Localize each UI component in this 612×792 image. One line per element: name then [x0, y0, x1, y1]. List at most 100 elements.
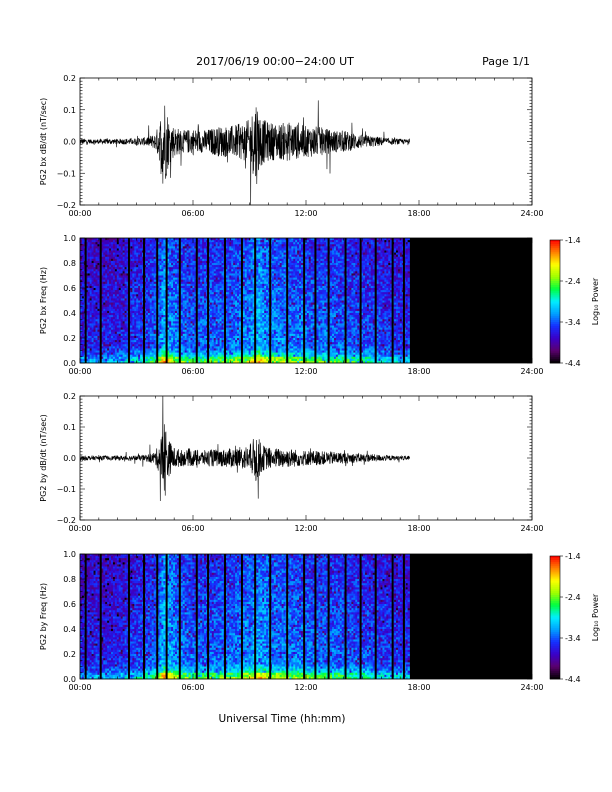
- data-gap: [127, 554, 130, 679]
- data-gap: [165, 554, 168, 679]
- colorbar-tick-label: -4.4: [565, 675, 581, 684]
- colorbar: -1.4 -2.4 -3.4 -4.4 Log₁₀ Power: [549, 552, 600, 684]
- data-gap: [195, 238, 198, 363]
- data-gap: [178, 238, 181, 363]
- y-tick-label: 0.8: [63, 259, 76, 268]
- data-gap: [374, 238, 377, 363]
- data-gap: [127, 238, 130, 363]
- y-tick-label: −0.1: [57, 485, 76, 494]
- data-gap: [224, 554, 227, 679]
- page-number: Page 1/1: [482, 55, 530, 68]
- x-tick-label: 18:00: [407, 524, 430, 533]
- series-line: [80, 100, 410, 205]
- colorbar-frame: [549, 555, 561, 680]
- y-tick-label: 0.6: [63, 284, 76, 293]
- data-gap: [195, 554, 198, 679]
- x-tick-label: 00:00: [68, 524, 91, 533]
- data-gap: [314, 554, 317, 679]
- data-gap: [240, 238, 243, 363]
- y-tick-label: −0.2: [57, 516, 76, 525]
- x-tick-label: 00:00: [68, 367, 91, 376]
- x-tick-label: 12:00: [294, 209, 317, 218]
- data-gap: [84, 238, 87, 363]
- colorbar-tick-label: -3.4: [565, 634, 581, 643]
- y-tick-label: −0.2: [57, 201, 76, 210]
- x-tick-label: 12:00: [294, 367, 317, 376]
- colorbar-label: Log₁₀ Power: [591, 277, 600, 325]
- x-tick-label: 24:00: [520, 683, 543, 692]
- data-gap: [391, 554, 394, 679]
- colorbar-tick-label: -3.4: [565, 318, 581, 327]
- data-gap: [327, 238, 330, 363]
- bx-spectrogram-panel: 1.0 0.8 0.6 0.4 0.2 0.000:00 06:00 12:00 18:00 24…: [39, 234, 600, 376]
- y-tick-label: 0.8: [63, 575, 76, 584]
- y-tick-label: 0.2: [63, 334, 76, 343]
- bx-timeseries-panel: 0.2 0.1 0.0 −0.1 −0.200:00 06:00 12:00 18:00 24:…: [39, 74, 544, 218]
- y-axis-label: PG2 by Freq (Hz): [39, 583, 48, 650]
- y-tick-label: 0.0: [63, 138, 76, 147]
- data-gap: [286, 238, 289, 363]
- data-gap: [99, 554, 102, 679]
- x-tick-label: 06:00: [181, 524, 204, 533]
- x-tick-label: 06:00: [181, 209, 204, 218]
- y-tick-label: 0.0: [63, 359, 76, 368]
- colorbar-tick-label: -1.4: [565, 236, 581, 245]
- data-gap: [224, 238, 227, 363]
- data-gap: [143, 554, 146, 679]
- data-gap: [269, 238, 272, 363]
- data-gap: [269, 554, 272, 679]
- y-tick-label: 0.2: [63, 650, 76, 659]
- colorbar-tick-label: -4.4: [565, 359, 581, 368]
- y-axis-label: PG2 bx Freq (Hz): [39, 267, 48, 334]
- y-axis-label: PG2 by dB/dt (nT/sec): [39, 414, 48, 501]
- data-gap: [314, 238, 317, 363]
- data-gap: [402, 554, 405, 679]
- data-gap: [303, 238, 306, 363]
- x-tick-label: 12:00: [294, 683, 317, 692]
- by-spectrogram-panel: 1.0 0.8 0.6 0.4 0.2 0.000:00 06:00 12:00 18:00 24…: [39, 550, 600, 692]
- x-tick-label: 18:00: [407, 683, 430, 692]
- data-gap: [207, 554, 210, 679]
- colorbar-tick-label: -2.4: [565, 593, 581, 602]
- page-title: 2017/06/19 00:00−24:00 UT: [196, 55, 354, 68]
- data-gap: [156, 238, 159, 363]
- data-gap: [391, 238, 394, 363]
- x-tick-label: 06:00: [181, 367, 204, 376]
- y-tick-label: 1.0: [63, 550, 76, 559]
- colorbar: -1.4 -2.4 -3.4 -4.4 Log₁₀ Power: [549, 236, 600, 368]
- data-gap: [327, 554, 330, 679]
- x-axis-title: Universal Time (hh:mm): [219, 713, 346, 725]
- colorbar-label: Log₁₀ Power: [591, 593, 600, 641]
- x-tick-label: 18:00: [407, 209, 430, 218]
- data-gap: [286, 554, 289, 679]
- by-timeseries-panel: 0.2 0.1 0.0 −0.1 −0.200:00 06:00 12:00 18:00 24:…: [39, 392, 544, 533]
- y-tick-label: 0.0: [63, 675, 76, 684]
- data-gap: [178, 554, 181, 679]
- x-tick-label: 00:00: [68, 683, 91, 692]
- data-gap: [402, 238, 405, 363]
- y-tick-label: 0.6: [63, 600, 76, 609]
- y-tick-label: 0.1: [63, 106, 76, 115]
- x-tick-label: 18:00: [407, 367, 430, 376]
- x-tick-label: 06:00: [181, 683, 204, 692]
- data-gap: [254, 238, 257, 363]
- y-tick-label: 0.1: [63, 423, 76, 432]
- x-tick-label: 12:00: [294, 524, 317, 533]
- data-gap: [344, 238, 347, 363]
- data-gap: [165, 238, 168, 363]
- data-gap: [240, 554, 243, 679]
- y-tick-label: 0.0: [63, 454, 76, 463]
- x-tick-label: 24:00: [520, 209, 543, 218]
- data-gap: [143, 238, 146, 363]
- data-gap: [84, 554, 87, 679]
- data-gap: [99, 238, 102, 363]
- data-gap: [374, 554, 377, 679]
- data-gap: [359, 238, 362, 363]
- y-tick-label: 0.4: [63, 625, 76, 634]
- colorbar-tick-label: -2.4: [565, 277, 581, 286]
- y-axis-label: PG2 bx dB/dt (nT/sec): [39, 98, 48, 185]
- colorbar-tick-label: -1.4: [565, 552, 581, 561]
- y-tick-label: 1.0: [63, 234, 76, 243]
- y-tick-label: 0.4: [63, 309, 76, 318]
